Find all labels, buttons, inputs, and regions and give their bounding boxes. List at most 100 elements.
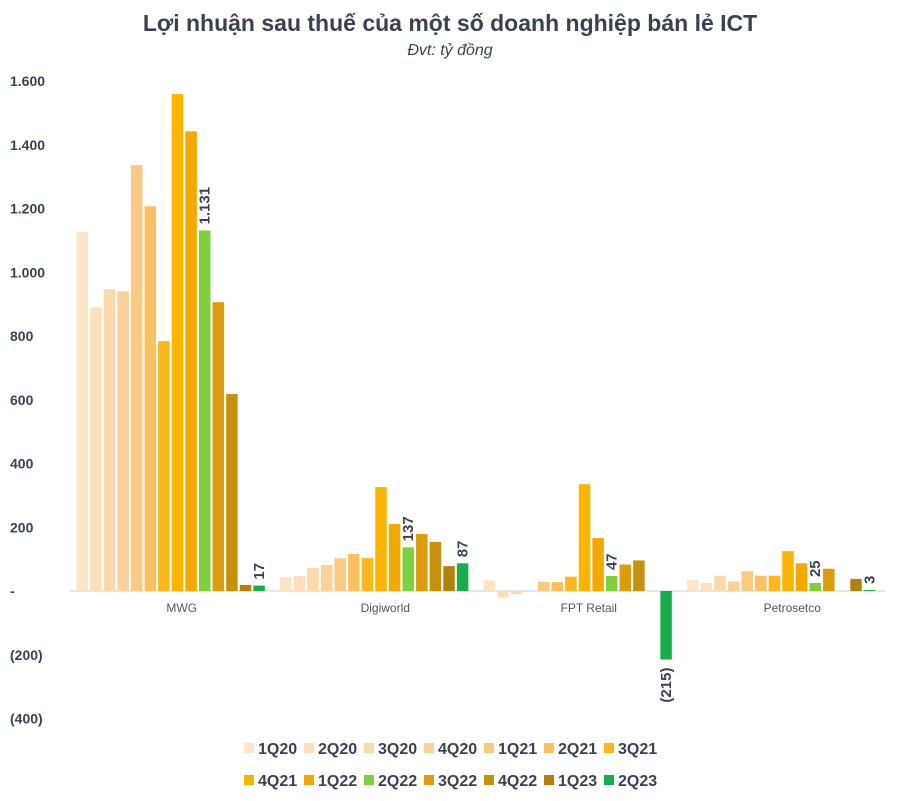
bar-2Q20-Petrosetco <box>700 583 713 591</box>
legend-label: 2Q23 <box>618 773 657 790</box>
bar-1Q21-Petrosetco <box>741 571 753 591</box>
bar-3Q20-Petrosetco <box>714 575 726 591</box>
bar-3Q22-Petrosetco <box>823 568 835 591</box>
data-label: 137 <box>400 516 417 541</box>
legend-label: 1Q22 <box>318 773 357 790</box>
bar-2Q20-MWG <box>90 307 102 591</box>
legend-swatch-2Q23 <box>604 775 614 785</box>
bar-4Q21-Digiworld <box>375 487 387 591</box>
bar-1Q23-MWG <box>239 584 252 591</box>
legend-swatch-2Q20 <box>304 743 314 753</box>
legend-label: 4Q21 <box>258 773 297 790</box>
data-label: 25 <box>807 560 824 577</box>
bar-3Q21-FPT Retail <box>565 576 577 591</box>
legend-swatch-2Q21 <box>544 743 554 753</box>
bar-1Q22-Petrosetco <box>795 563 808 591</box>
bar-1Q20-Petrosetco <box>687 579 699 591</box>
bar-4Q22-FPT Retail <box>633 560 645 591</box>
bar-2Q23-Digiworld <box>456 563 469 591</box>
y-tick-label: 600 <box>10 392 34 408</box>
y-tick-label: 1.600 <box>10 73 45 89</box>
legend-swatch-2Q22 <box>364 775 374 785</box>
legend-label: 2Q20 <box>318 741 357 758</box>
bar-2Q22-Petrosetco <box>809 583 821 591</box>
legend-swatch-1Q21 <box>484 743 494 753</box>
y-tick-label: (200) <box>10 647 43 663</box>
bar-1Q20-MWG <box>76 231 89 592</box>
bar-1Q21-MWG <box>130 165 143 591</box>
bar-4Q22-MWG <box>226 394 238 591</box>
data-label: 3 <box>862 576 879 584</box>
legend-swatch-1Q23 <box>544 775 554 785</box>
category-label: FPT Retail <box>561 601 617 615</box>
y-tick-label: (400) <box>10 711 43 727</box>
bar-4Q20-MWG <box>117 291 129 591</box>
bar-3Q22-Digiworld <box>416 533 428 591</box>
bar-1Q23-Petrosetco <box>850 578 862 591</box>
legend-label: 1Q23 <box>558 773 597 790</box>
data-label: (215) <box>658 668 675 703</box>
y-tick-label: 1.400 <box>10 137 45 153</box>
chart-title: Lợi nhuận sau thuế của một số doanh nghi… <box>142 10 758 36</box>
legend-swatch-4Q22 <box>484 775 494 785</box>
bar-4Q21-FPT Retail <box>578 484 591 591</box>
data-label: 1.131 <box>197 187 214 225</box>
legend-label: 3Q21 <box>618 741 657 758</box>
legend-label: 3Q20 <box>378 741 417 758</box>
bar-2Q21-FPT Retail <box>551 582 564 591</box>
y-tick-label: 1.000 <box>10 264 45 280</box>
bar-1Q23-Digiworld <box>443 566 455 591</box>
bar-1Q22-FPT Retail <box>592 538 604 591</box>
bar-1Q21-Digiworld <box>334 558 346 591</box>
y-tick-label: 400 <box>10 456 34 472</box>
legend-label: 3Q22 <box>438 773 477 790</box>
legend-swatch-1Q22 <box>304 775 314 785</box>
bar-2Q20-FPT Retail <box>497 591 509 598</box>
bar-2Q20-Digiworld <box>293 576 306 591</box>
bar-3Q22-FPT Retail <box>619 564 632 591</box>
bar-1Q22-MWG <box>185 131 197 592</box>
bar-2Q21-Petrosetco <box>755 575 767 591</box>
category-label: Digiworld <box>361 601 410 615</box>
bar-2Q22-MWG <box>198 230 211 591</box>
legend-label: 1Q21 <box>498 741 537 758</box>
y-tick-label: 800 <box>10 328 34 344</box>
bar-1Q20-FPT Retail <box>483 580 496 591</box>
bar-1Q20-Digiworld <box>280 576 292 591</box>
bar-2Q23-FPT Retail <box>660 591 672 660</box>
bar-2Q23-Petrosetco <box>863 590 876 591</box>
bar-2Q22-FPT Retail <box>605 576 618 591</box>
bar-3Q22-MWG <box>212 302 225 591</box>
bar-4Q20-Digiworld <box>320 564 333 591</box>
bar-1Q21-FPT Retail <box>537 581 550 591</box>
legend-swatch-4Q21 <box>244 775 254 785</box>
bar-2Q23-MWG <box>253 585 265 591</box>
bar-2Q22-Digiworld <box>402 547 414 591</box>
y-tick-label: 1.200 <box>10 201 45 217</box>
legend-swatch-1Q20 <box>244 743 254 753</box>
legend-label: 1Q20 <box>258 741 297 758</box>
data-label: 47 <box>604 553 621 570</box>
bar-3Q20-MWG <box>103 289 116 591</box>
legend-label: 2Q21 <box>558 741 597 758</box>
bar-3Q21-Petrosetco <box>768 575 781 591</box>
bar-3Q21-MWG <box>158 341 170 591</box>
bar-4Q20-Petrosetco <box>727 581 740 591</box>
category-label: Petrosetco <box>764 601 822 615</box>
chart-subtitle: Đvt: tỷ đồng <box>407 42 493 59</box>
bar-3Q21-Digiworld <box>361 558 374 591</box>
legend-label: 2Q22 <box>378 773 417 790</box>
legend-swatch-3Q20 <box>364 743 374 753</box>
bar-4Q22-Digiworld <box>429 541 442 591</box>
y-tick-label: 200 <box>10 519 34 535</box>
data-label: 17 <box>251 563 268 580</box>
data-label: 87 <box>455 541 472 558</box>
bar-4Q21-MWG <box>171 94 184 591</box>
category-label: MWG <box>166 601 197 615</box>
y-tick-label: - <box>10 583 15 599</box>
legend-label: 4Q20 <box>438 741 477 758</box>
bar-4Q21-Petrosetco <box>782 551 794 591</box>
legend-label: 4Q22 <box>498 773 537 790</box>
legend-swatch-3Q21 <box>604 743 614 753</box>
